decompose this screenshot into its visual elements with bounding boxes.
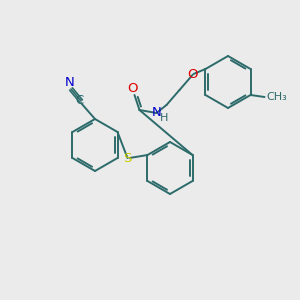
Text: O: O (187, 68, 198, 82)
Text: CH₃: CH₃ (266, 92, 287, 102)
Text: S: S (123, 152, 132, 164)
Text: H: H (160, 113, 169, 123)
Text: O: O (127, 82, 138, 94)
Text: C: C (76, 94, 84, 107)
Text: N: N (65, 76, 75, 88)
Text: N: N (152, 106, 161, 119)
